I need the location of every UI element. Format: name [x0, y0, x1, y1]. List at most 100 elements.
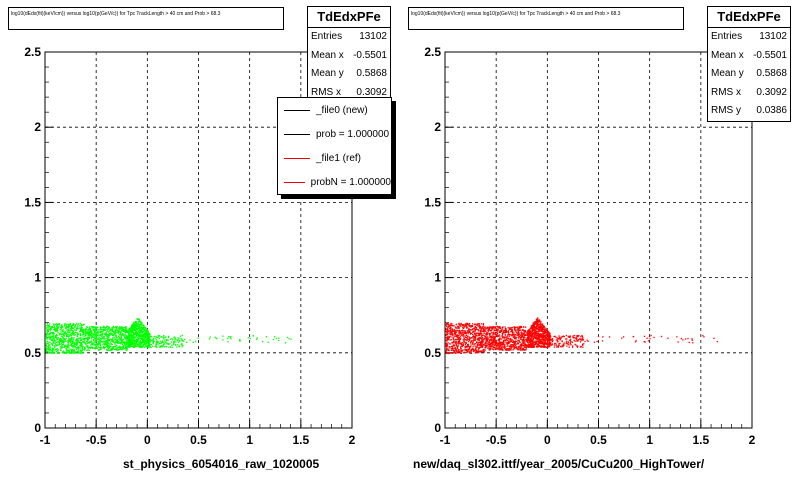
scatter-point [466, 337, 468, 339]
y-tick-label: 2 [34, 120, 41, 134]
scatter-point [112, 334, 115, 336]
scatter-point [519, 344, 521, 347]
scatter-point [136, 324, 139, 327]
scatter-point [541, 343, 544, 345]
scatter-point [527, 345, 529, 347]
scatter-point [71, 348, 73, 351]
scatter-point [527, 337, 529, 339]
scatter-point [531, 341, 534, 344]
scatter-point [489, 334, 491, 337]
scatter-point [50, 337, 52, 340]
scatter-point [536, 327, 539, 329]
scatter-point [104, 340, 107, 343]
scatter-point [521, 326, 523, 328]
scatter-point [62, 341, 65, 343]
scatter-point [138, 324, 140, 326]
scatter-point [486, 338, 488, 340]
scatter-point [100, 333, 102, 335]
scatter-point [537, 344, 539, 346]
scatter-point [61, 339, 63, 341]
scatter-point [454, 347, 456, 350]
scatter-point [445, 330, 447, 333]
scatter-point [549, 344, 551, 346]
scatter-point [526, 346, 528, 348]
scatter-point [70, 330, 72, 332]
scatter-point [488, 348, 490, 350]
scatter-point [503, 330, 505, 332]
scatter-point [64, 339, 66, 341]
scatter-point [458, 338, 460, 340]
scatter-point [72, 330, 74, 332]
scatter-point [127, 337, 129, 339]
scatter-point [505, 349, 507, 351]
scatter-point [56, 325, 58, 328]
scatter-point [446, 336, 448, 338]
scatter-point [114, 331, 117, 333]
scatter-point [464, 335, 466, 337]
scatter-point [104, 332, 107, 334]
scatter-point [65, 345, 67, 347]
scatter-point [486, 331, 488, 333]
scatter-point [449, 343, 451, 345]
scatter-point [534, 327, 537, 329]
scatter-point [546, 342, 548, 344]
scatter-point [455, 327, 457, 329]
scatter-point [538, 339, 540, 341]
scatter-point [542, 331, 545, 333]
scatter-point [143, 329, 145, 331]
legend-line-probn [284, 181, 305, 183]
scatter-point [520, 344, 522, 347]
scatter-point [466, 326, 468, 328]
scatter-point [583, 343, 585, 345]
scatter-point [164, 341, 166, 343]
scatter-point [506, 342, 508, 344]
scatter-point [133, 346, 136, 348]
y-tick-label: 1.5 [424, 195, 441, 209]
scatter-point [516, 332, 518, 334]
scatter-point [568, 344, 570, 346]
scatter-point [178, 345, 181, 348]
scatter-point [95, 336, 98, 338]
scatter-point [457, 327, 459, 329]
scatter-point [511, 341, 514, 343]
scatter-point [66, 329, 68, 331]
scatter-point [136, 335, 138, 337]
scatter-point [76, 347, 78, 349]
scatter-point [105, 326, 107, 328]
scatter-point [100, 337, 102, 339]
scatter-point [140, 346, 143, 348]
scatter-point [535, 345, 538, 347]
scatter-point [540, 328, 542, 330]
scatter-point [134, 340, 136, 342]
scatter-point [489, 333, 491, 335]
scatter-point [50, 351, 52, 354]
scatter-point [527, 339, 529, 341]
scatter-point [97, 331, 99, 333]
scatter-point [448, 336, 450, 338]
scatter-point [567, 335, 569, 337]
scatter-point [523, 344, 525, 346]
scatter-point [447, 323, 449, 325]
scatter-point [61, 326, 63, 328]
scatter-point [96, 343, 98, 345]
scatter-point [529, 344, 531, 346]
scatter-point [476, 341, 478, 344]
scatter-point [49, 338, 51, 340]
scatter-point [549, 336, 551, 338]
scatter-point [77, 340, 79, 343]
scatter-point [446, 345, 448, 347]
scatter-point [75, 343, 77, 345]
scatter-point [77, 349, 79, 351]
scatter-point [531, 331, 533, 333]
scatter-point [136, 318, 138, 320]
scatter-point [46, 323, 48, 325]
scatter-point [89, 326, 91, 328]
scatter-point [481, 330, 483, 332]
scatter-point [59, 343, 61, 345]
scatter-point [82, 330, 85, 332]
scatter-point [179, 335, 182, 337]
scatter-point [100, 348, 102, 350]
scatter-point [169, 338, 172, 340]
scatter-point [540, 341, 542, 343]
scatter-point [533, 337, 536, 339]
